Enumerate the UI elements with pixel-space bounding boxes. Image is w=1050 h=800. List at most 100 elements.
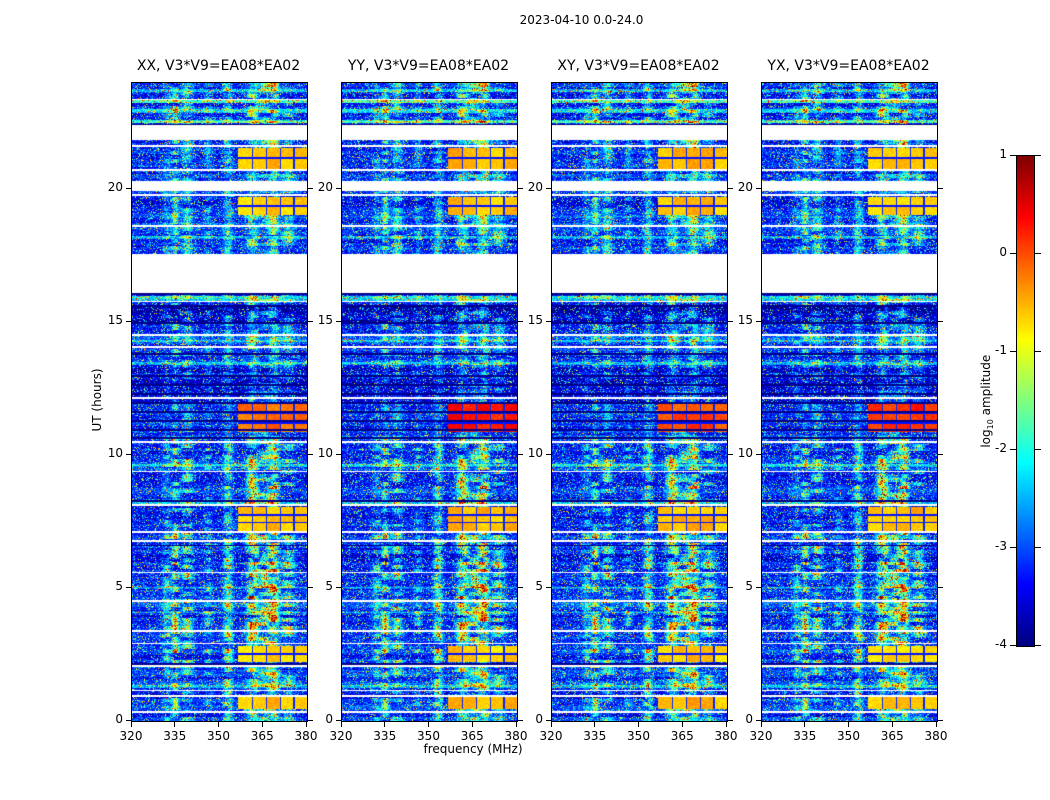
x-tick-label: 335 [583,729,607,743]
y-tick-mark-right [308,453,313,455]
y-tick-label: 5 [745,579,753,594]
y-tick-mark [336,453,341,455]
y-tick-mark [546,719,551,721]
y-tick-label: 0 [745,712,753,726]
colorbar-tick-mark [1010,154,1016,156]
colorbar-label-suffix: amplitude [978,354,993,420]
x-tick-mark [935,722,937,727]
spectrogram-panel-yy: YY, V3*V9=EA08*EA02 0 5 10 15 20 320 335 350 365… [318,58,528,743]
x-tick-mark [515,722,517,727]
y-axis-label: UT (hours) [90,368,104,432]
x-tick-label: 380 [924,729,948,743]
x-tick-label: 320 [539,729,563,743]
figure-title: 2023-04-10 0.0-24.0 [519,13,644,27]
y-tick-mark [546,586,551,588]
panel-title-yx: YX, V3*V9=EA08*EA02 [767,58,930,74]
x-tick-label: 365 [250,729,274,743]
y-tick-label: 15 [317,313,333,328]
colorbar-gradient [1016,155,1035,647]
y-tick-mark [336,719,341,721]
colorbar-tick-label: -1 [995,343,1007,357]
y-tick-mark-right [728,187,733,189]
x-tick-label: 365 [880,729,904,743]
colorbar-tick-mark-right [1035,154,1041,156]
y-tick-mark-right [938,320,943,322]
y-tick-label: 20 [317,180,333,195]
y-tick-mark-right [308,586,313,588]
y-tick-mark [546,320,551,322]
y-tick-mark-right [728,719,733,721]
spectrogram-heatmap-yy [341,82,518,722]
y-tick-mark-right [938,187,943,189]
y-tick-mark-right [728,320,733,322]
x-tick-mark [725,722,727,727]
y-tick-mark-right [938,586,943,588]
y-tick-mark-right [308,187,313,189]
y-tick-label: 10 [317,446,333,461]
y-tick-label: 20 [107,180,123,195]
x-tick-mark [804,722,806,727]
x-tick-mark [594,722,596,727]
x-tick-label: 335 [163,729,187,743]
x-tick-mark [340,722,342,727]
y-tick-mark-right [518,719,523,721]
y-tick-mark-right [518,586,523,588]
x-tick-mark [218,722,219,727]
y-tick-mark [336,586,341,588]
y-tick-mark-right [728,453,733,455]
y-tick-mark [756,586,761,588]
colorbar-tick-mark-right [1035,252,1041,254]
y-tick-mark [126,453,131,455]
y-tick-label: 20 [527,180,543,195]
colorbar-tick-mark-right [1035,546,1041,548]
colorbar-tick-mark [1010,350,1016,352]
colorbar-tick-mark-right [1035,448,1041,450]
panel-title-yy: YY, V3*V9=EA08*EA02 [347,58,510,74]
x-tick-mark [891,722,893,727]
y-tick-mark-right [518,320,523,322]
colorbar-tick-label: 0 [999,245,1007,259]
x-tick-mark [428,722,429,727]
y-tick-label: 5 [115,579,123,594]
y-tick-mark-right [308,320,313,322]
colorbar-tick-mark [1010,448,1016,450]
y-tick-label: 5 [325,579,333,594]
y-tick-label: 10 [527,446,543,461]
x-tick-mark [638,722,639,727]
x-tick-label: 335 [793,729,817,743]
y-tick-label: 20 [737,180,753,195]
x-tick-mark [384,722,386,727]
y-tick-mark [336,320,341,322]
spectrogram-panel-yx: YX, V3*V9=EA08*EA02 0 5 10 15 20 320 335 350 365… [738,58,948,743]
x-tick-mark [261,722,263,727]
y-tick-mark [756,320,761,322]
y-tick-mark-right [518,453,523,455]
x-tick-label: 380 [504,729,528,743]
panel-title-xx: XX, V3*V9=EA08*EA02 [136,58,301,74]
y-tick-mark-right [938,453,943,455]
colorbar-tick-label: -2 [995,441,1007,455]
x-tick-mark [760,722,762,727]
x-tick-mark [550,722,552,727]
y-tick-mark-right [728,586,733,588]
x-tick-mark [305,722,307,727]
colorbar-tick-label: -4 [995,637,1007,651]
y-tick-label: 15 [107,313,123,328]
x-tick-label: 350 [417,729,440,743]
spectrogram-heatmap-xx [131,82,308,722]
y-tick-mark [126,719,131,721]
x-tick-mark [681,722,683,727]
y-tick-mark-right [308,719,313,721]
x-tick-label: 350 [207,729,230,743]
colorbar-tick-label: 1 [999,147,1007,161]
y-tick-mark [126,320,131,322]
colorbar-tick-label: -3 [995,539,1007,553]
y-tick-label: 0 [115,712,123,726]
x-tick-label: 320 [119,729,143,743]
colorbar-tick-mark [1010,252,1016,254]
y-tick-mark [546,453,551,455]
y-tick-label: 10 [107,446,123,461]
colorbar-tick-mark [1010,644,1016,646]
panel-title-xy: XY, V3*V9=EA08*EA02 [557,58,720,74]
y-tick-mark [756,187,761,189]
